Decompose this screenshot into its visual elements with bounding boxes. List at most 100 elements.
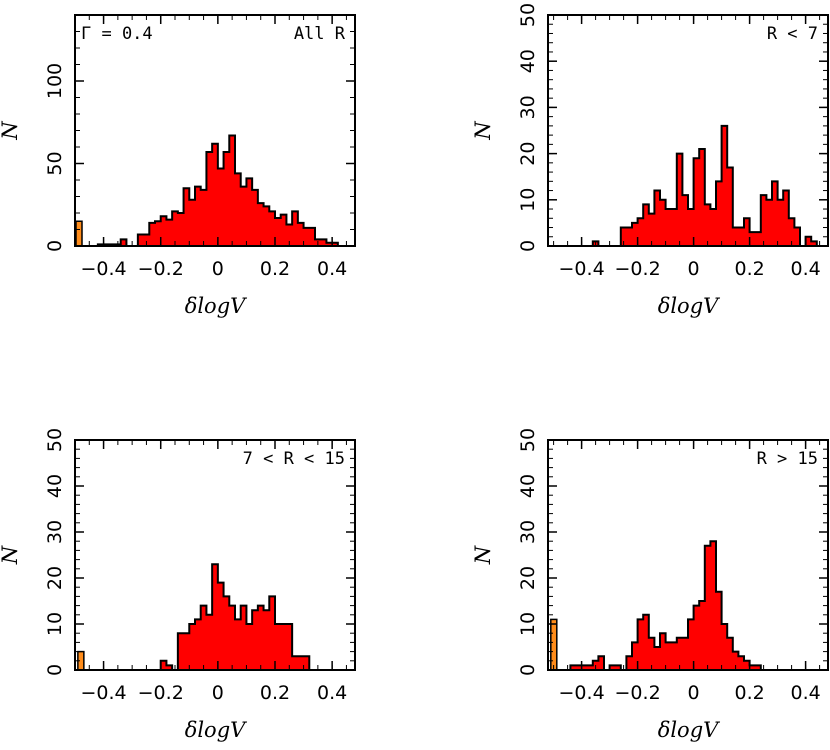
y-tick-label: 30 bbox=[517, 520, 539, 544]
x-tick-label: 0.2 bbox=[734, 258, 764, 280]
histogram-bar bbox=[212, 564, 219, 670]
histogram-bar bbox=[292, 211, 299, 246]
y-axis-label: N bbox=[471, 545, 495, 565]
histogram-bar bbox=[744, 218, 751, 246]
histogram-bar bbox=[811, 241, 818, 246]
histogram-bar bbox=[587, 665, 594, 670]
histogram-bar bbox=[195, 186, 202, 246]
histogram-bar bbox=[200, 605, 207, 670]
histogram-bar bbox=[326, 242, 333, 246]
histogram-bar bbox=[217, 582, 225, 670]
histogram-bar bbox=[626, 656, 633, 670]
histogram-bar bbox=[598, 656, 605, 670]
histogram-bar bbox=[160, 660, 167, 670]
histogram-bar bbox=[648, 637, 655, 670]
y-tick-label: 0 bbox=[44, 240, 66, 252]
histogram-bar bbox=[721, 624, 728, 670]
y-axis-label: N bbox=[471, 121, 495, 141]
panel-annotation-right: R < 7 bbox=[767, 24, 818, 44]
y-tick-label: 100 bbox=[44, 63, 66, 99]
y-tick-label: 50 bbox=[44, 151, 66, 175]
histogram-bar bbox=[632, 642, 639, 670]
histogram-bar bbox=[120, 239, 127, 246]
histogram-bar bbox=[240, 605, 247, 670]
histogram-bar bbox=[626, 227, 633, 246]
histogram-bar bbox=[688, 209, 695, 246]
panel-all-r: −0.4 −0.2 0 0.2 0.4 0 50 100 δlogV N Γ = 0.4 All R bbox=[0, 14, 356, 318]
histogram-bar bbox=[235, 173, 242, 246]
histogram-bar bbox=[654, 190, 661, 246]
x-axis-label: δlogV bbox=[658, 294, 720, 318]
histogram-bar bbox=[155, 221, 162, 246]
histogram-bar bbox=[704, 204, 711, 246]
y-tick-label: 0 bbox=[44, 664, 66, 676]
histogram-bar bbox=[693, 158, 700, 246]
y-tick-label: 30 bbox=[44, 520, 66, 544]
y-tick-label: 10 bbox=[517, 612, 539, 636]
histogram-bar bbox=[189, 199, 196, 246]
x-tick-label: 0.4 bbox=[790, 258, 820, 280]
histogram-bar bbox=[643, 204, 650, 246]
histogram-bar bbox=[660, 199, 667, 246]
histogram-bar bbox=[665, 209, 672, 246]
x-tick-label: −0.2 bbox=[615, 258, 661, 280]
histogram-bar bbox=[200, 189, 207, 246]
histogram-bar bbox=[240, 186, 247, 246]
x-axis-label: δlogV bbox=[185, 718, 247, 742]
histogram-bar bbox=[772, 181, 779, 246]
histogram-bar bbox=[632, 222, 639, 246]
histogram-bar bbox=[671, 642, 678, 670]
histogram-outline bbox=[159, 563, 321, 671]
histogram-bar bbox=[749, 232, 756, 246]
histogram-bar bbox=[309, 227, 316, 246]
histogram-bar bbox=[286, 624, 293, 670]
panel-r-lt-7: −0.4 −0.2 0 0.2 0.4 0 10 20 30 40 50 δlogV N R < 7 bbox=[471, 3, 829, 318]
histogram-bar bbox=[257, 605, 265, 670]
histogram-bar bbox=[732, 651, 739, 670]
x-tick-label: 0.4 bbox=[317, 258, 347, 280]
histogram-bar bbox=[149, 222, 156, 246]
histogram-bar bbox=[766, 199, 773, 246]
histogram-bar bbox=[235, 619, 242, 670]
y-tick-label: 0 bbox=[517, 240, 539, 252]
histogram-bar bbox=[570, 665, 577, 670]
x-tick-label: −0.2 bbox=[138, 258, 184, 280]
histogram-bar bbox=[286, 224, 293, 246]
histogram-bar bbox=[643, 614, 650, 670]
histogram-bar bbox=[223, 151, 230, 246]
panel-annotation-right: R > 15 bbox=[757, 449, 818, 469]
histogram-outline bbox=[92, 134, 350, 247]
histogram-bar bbox=[682, 637, 689, 670]
x-tick-label: −0.4 bbox=[559, 682, 605, 704]
y-tick-label: 50 bbox=[44, 428, 66, 452]
histogram-bar bbox=[805, 236, 812, 246]
y-tick-label: 20 bbox=[517, 566, 539, 590]
histogram-bar bbox=[581, 665, 588, 670]
histogram-bar bbox=[755, 232, 762, 246]
histogram-bar bbox=[137, 234, 145, 246]
histogram-bar bbox=[788, 218, 795, 246]
histogram-bar bbox=[710, 541, 717, 670]
histogram-bar bbox=[297, 222, 305, 246]
histogram-bar bbox=[637, 619, 644, 670]
histogram-bar bbox=[269, 596, 276, 670]
histogram-bar bbox=[217, 168, 225, 246]
x-tick-label: 0.4 bbox=[790, 682, 820, 704]
panel-r-7-15: −0.4 −0.2 0 0.2 0.4 0 10 20 30 40 50 δlogV N 7 < R < … bbox=[0, 428, 356, 742]
outlier-bar bbox=[75, 220, 83, 247]
histogram-bar bbox=[699, 601, 706, 670]
histogram-bar bbox=[704, 545, 711, 670]
histogram-bar bbox=[292, 656, 299, 670]
histogram-bar bbox=[280, 624, 287, 670]
histogram-bar bbox=[755, 665, 762, 670]
histogram-bar bbox=[727, 637, 734, 670]
histogram-bar bbox=[609, 665, 616, 670]
y-tick-label: 40 bbox=[44, 474, 66, 498]
x-tick-label: 0.4 bbox=[317, 682, 347, 704]
histogram-bar bbox=[727, 167, 734, 246]
y-tick-label: 20 bbox=[517, 142, 539, 166]
x-tick-label: 0.2 bbox=[734, 682, 764, 704]
outlier-bar bbox=[550, 618, 558, 671]
histogram-bar bbox=[688, 619, 695, 670]
